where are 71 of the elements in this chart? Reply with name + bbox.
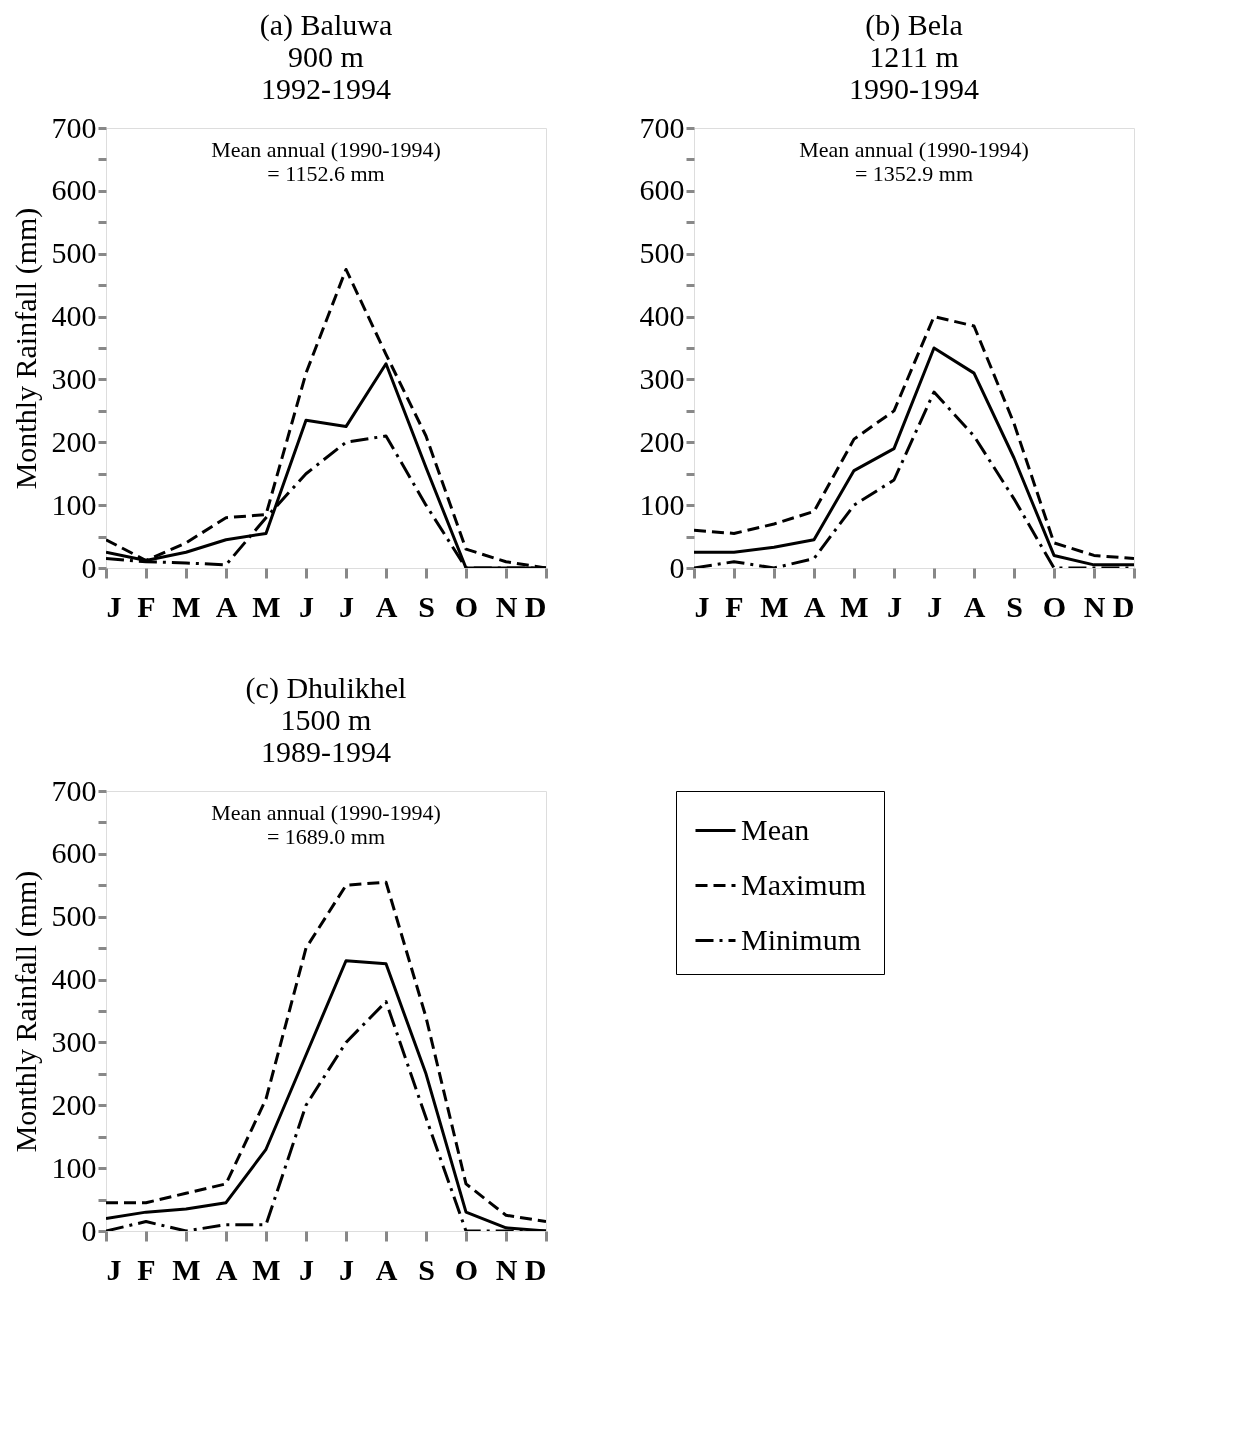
x-tick-label: M <box>172 1252 201 1286</box>
y-tick-label: 200 <box>51 424 97 458</box>
x-tick-label: S <box>1006 589 1023 623</box>
x-tick-label: S <box>418 589 435 623</box>
x-tick-label: F <box>137 1252 156 1286</box>
x-tick-label: F <box>725 589 744 623</box>
y-tick-label: 200 <box>639 424 685 458</box>
y-tick-label: 100 <box>51 1150 97 1184</box>
x-tick-label: M <box>252 589 281 623</box>
chart-title: (a) Baluwa 900 m 1992-1994 <box>259 8 393 105</box>
y-tick-label: 300 <box>639 361 685 395</box>
annotation: Mean annual (1990-1994) = 1352.9 mm <box>799 137 1029 186</box>
y-tick-label: 300 <box>51 361 97 395</box>
y-tick-label: 600 <box>51 173 97 207</box>
y-tick-label: 700 <box>639 110 685 144</box>
legend-label: Maximum <box>741 867 866 901</box>
x-tick-label: J <box>106 1252 122 1286</box>
x-tick-label: J <box>694 589 710 623</box>
y-axis-title: Monthly Rainfall (mm) <box>8 207 43 490</box>
x-tick-label: J <box>299 589 314 623</box>
y-tick-label: 500 <box>639 236 685 270</box>
y-tick-label: 0 <box>81 550 97 584</box>
x-tick-label: D <box>524 589 547 623</box>
x-tick-label: F <box>137 589 156 623</box>
y-tick-label: 0 <box>669 550 685 584</box>
x-tick-label: O <box>454 589 479 623</box>
x-tick-label: M <box>252 1252 281 1286</box>
legend-label: Mean <box>741 812 810 846</box>
x-tick-label: A <box>963 589 986 623</box>
y-tick-label: 400 <box>51 962 97 996</box>
x-tick-label: O <box>454 1252 479 1286</box>
y-axis-title: Monthly Rainfall (mm) <box>8 870 43 1153</box>
y-tick-label: 400 <box>639 299 685 333</box>
x-tick-label: A <box>375 589 398 623</box>
x-tick-label: D <box>524 1252 547 1286</box>
y-tick-label: 100 <box>51 487 97 521</box>
y-tick-label: 700 <box>51 773 97 807</box>
x-tick-label: J <box>299 1252 314 1286</box>
x-tick-label: M <box>760 589 789 623</box>
y-tick-label: 200 <box>51 1087 97 1121</box>
x-tick-label: J <box>106 589 122 623</box>
chart-title: (c) Dhulikhel 1500 m 1989-1994 <box>245 671 407 768</box>
x-tick-label: D <box>1112 589 1135 623</box>
x-tick-label: A <box>375 1252 398 1286</box>
x-tick-label: J <box>887 589 902 623</box>
x-tick-label: A <box>215 1252 238 1286</box>
y-tick-label: 100 <box>639 487 685 521</box>
annotation: Mean annual (1990-1994) = 1152.6 mm <box>211 137 441 186</box>
y-tick-label: 0 <box>81 1213 97 1247</box>
chart-title: (b) Bela 1211 m 1990-1994 <box>849 8 979 105</box>
y-tick-label: 500 <box>51 899 97 933</box>
y-tick-label: 500 <box>51 236 97 270</box>
legend-label: Minimum <box>741 922 862 956</box>
y-tick-label: 600 <box>51 836 97 870</box>
x-tick-label: M <box>172 589 201 623</box>
x-tick-label: J <box>927 589 942 623</box>
x-tick-label: A <box>215 589 238 623</box>
x-tick-label: N <box>495 589 518 623</box>
annotation: Mean annual (1990-1994) = 1689.0 mm <box>211 800 441 849</box>
y-tick-label: 400 <box>51 299 97 333</box>
x-tick-label: M <box>840 589 869 623</box>
x-tick-label: A <box>803 589 826 623</box>
x-tick-label: J <box>339 589 354 623</box>
x-tick-label: N <box>1083 589 1106 623</box>
x-tick-label: S <box>418 1252 435 1286</box>
x-tick-label: N <box>495 1252 518 1286</box>
y-tick-label: 300 <box>51 1024 97 1058</box>
y-tick-label: 700 <box>51 110 97 144</box>
x-tick-label: J <box>339 1252 354 1286</box>
x-tick-label: O <box>1042 589 1067 623</box>
y-tick-label: 600 <box>639 173 685 207</box>
